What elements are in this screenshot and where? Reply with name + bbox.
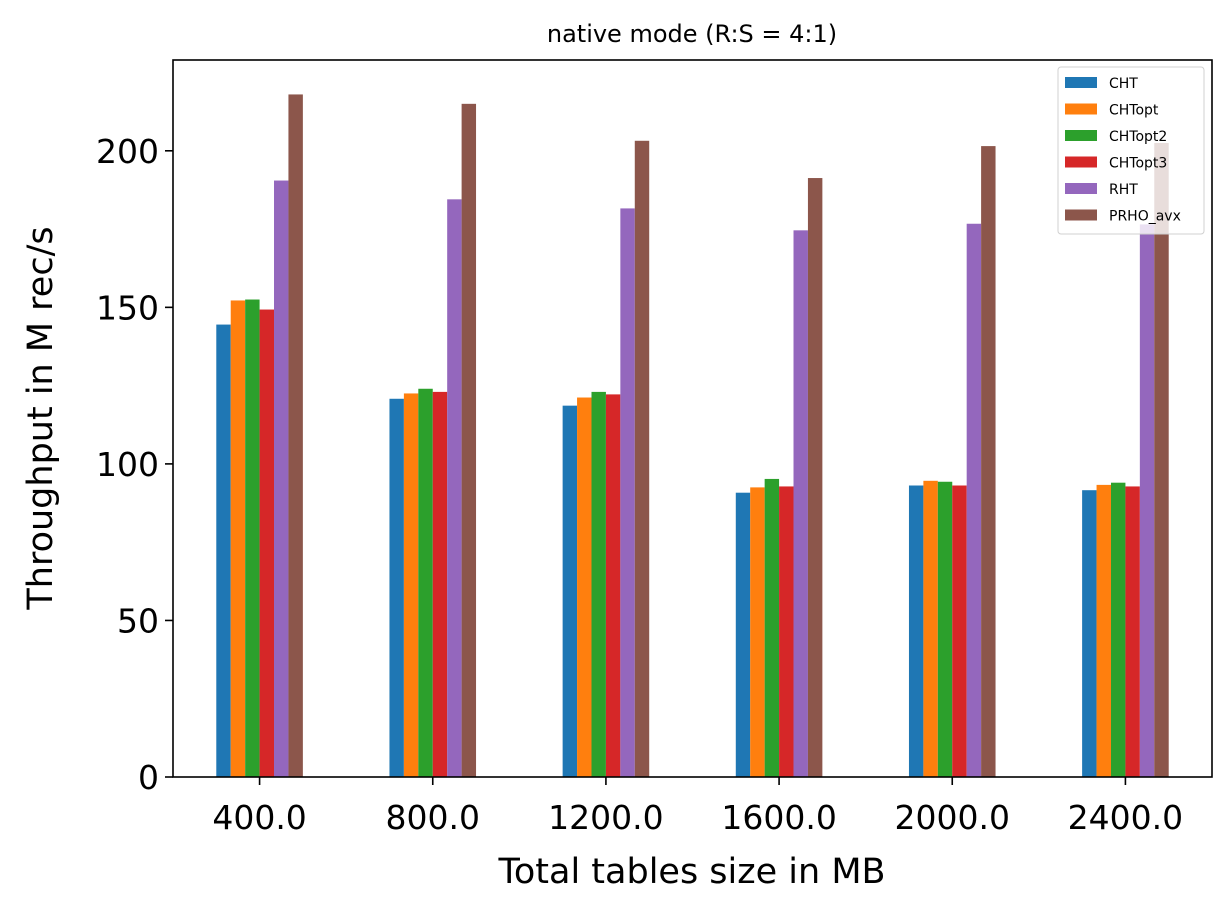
- bar-prho-avx-1: [461, 103, 477, 777]
- x-tick-label: 1200.0: [548, 798, 663, 837]
- bar-chtopt3-3: [779, 486, 794, 777]
- bar-chtopt2-0: [245, 299, 260, 777]
- bar-rht-1: [447, 199, 462, 777]
- plot-frame: [172, 59, 1213, 778]
- bar-prho-avx-3: [807, 178, 823, 778]
- legend-label: CHT: [1109, 76, 1138, 92]
- legend-label: CHTopt: [1109, 103, 1159, 119]
- y-axis-label: Throughput in M rec/s: [21, 226, 61, 610]
- y-axis: 0 50 100 150 200: [96, 132, 173, 797]
- bar-rht-3: [793, 230, 808, 777]
- y-tick-label: 50: [117, 601, 159, 640]
- x-axis-label: Total tables size in MB: [497, 852, 885, 892]
- bar-chtopt2-5: [1110, 482, 1126, 777]
- y-tick-label: 150: [96, 288, 159, 327]
- x-axis: 400.0 800.0 1200.0 1600.0 2000.0 2400.0: [212, 777, 1183, 837]
- bar-cht-1: [389, 398, 404, 777]
- x-tick-label: 800.0: [386, 798, 480, 837]
- bar-chtopt3-0: [259, 309, 275, 777]
- bar-prho-avx-0: [288, 94, 303, 777]
- bar-chtopt2-3: [764, 478, 780, 777]
- bar-rht-2: [620, 208, 635, 777]
- bar-chtopt2-2: [591, 391, 606, 777]
- legend-swatch: [1065, 183, 1097, 194]
- bar-chtopt3-4: [952, 485, 967, 777]
- legend-label: CHTopt2: [1109, 129, 1167, 145]
- bar-rht-5: [1139, 224, 1155, 777]
- bar-cht-3: [735, 492, 751, 777]
- bar-chtopt2-1: [418, 388, 433, 777]
- legend-swatch: [1065, 130, 1097, 141]
- bars-layer: [216, 94, 1169, 778]
- x-tick-label: 400.0: [212, 798, 306, 837]
- chart-title: native mode (R:S = 4:1): [547, 20, 837, 48]
- bar-cht-2: [562, 405, 578, 777]
- bar-chtopt-4: [923, 480, 938, 777]
- bar-prho-avx-2: [634, 140, 650, 777]
- legend-label: CHTopt3: [1109, 156, 1167, 172]
- legend-swatch: [1065, 77, 1097, 88]
- bar-cht-0: [216, 324, 231, 777]
- bar-chtopt3-5: [1125, 486, 1140, 777]
- bar-cht-4: [908, 485, 924, 777]
- bar-chtopt-2: [577, 397, 592, 777]
- x-tick-label: 2400.0: [1068, 798, 1183, 837]
- bar-rht-0: [274, 180, 289, 778]
- bar-chtopt-5: [1096, 484, 1111, 777]
- y-tick-label: 100: [96, 445, 159, 484]
- bar-prho-avx-4: [981, 146, 996, 778]
- legend-swatch: [1065, 156, 1097, 168]
- bar-chtopt2-4: [937, 481, 953, 777]
- x-tick-label: 1600.0: [721, 798, 836, 837]
- x-tick-label: 2000.0: [895, 798, 1010, 837]
- bar-chtopt-0: [230, 300, 246, 777]
- bar-prho-avx-5: [1154, 142, 1169, 778]
- bar-chtopt-1: [403, 393, 419, 777]
- bar-rht-4: [966, 223, 982, 777]
- bar-cht-5: [1082, 490, 1097, 777]
- legend-swatch: [1065, 209, 1097, 221]
- y-tick-label: 200: [96, 132, 159, 171]
- bar-chtopt-3: [750, 487, 765, 777]
- legend-label: RHT: [1109, 182, 1138, 198]
- legend-swatch: [1065, 103, 1097, 115]
- bar-chtopt3-1: [432, 391, 448, 777]
- legend: CHT CHTopt CHTopt2 CHTopt3 RHT PRHO_avx: [1057, 66, 1205, 235]
- y-tick-label: 0: [138, 758, 159, 797]
- legend-label: PRHO_avx: [1109, 209, 1181, 225]
- bar-chtopt3-2: [605, 394, 621, 777]
